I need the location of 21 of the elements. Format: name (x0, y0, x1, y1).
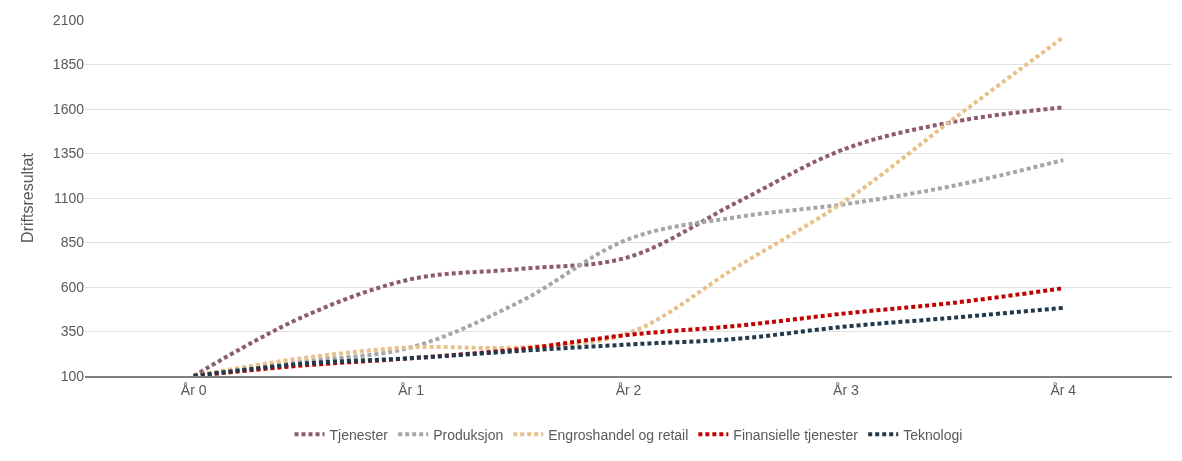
x-tick-label: År 0 (180, 381, 207, 398)
x-tick-label: År 1 (398, 381, 425, 398)
y-tick-label: 1350 (52, 145, 85, 162)
y-tick-label: 2100 (52, 11, 85, 28)
y-tick-label: 1100 (53, 189, 85, 206)
x-tick-label: År 3 (833, 381, 859, 398)
legend-label: Finansielle tjenester (733, 426, 859, 443)
y-tick-label: 1600 (52, 100, 85, 117)
legend-label: Teknologi (903, 426, 963, 443)
legend-label: Tjenester (329, 426, 389, 443)
x-tick-label: År 4 (1050, 381, 1077, 398)
y-tick-label: 600 (60, 278, 85, 295)
y-tick-label: 1850 (52, 56, 85, 73)
legend-label: Engroshandel og retail (548, 426, 689, 443)
legend-label: Produksjon (433, 426, 504, 443)
y-axis-title: Driftsresultat (18, 152, 36, 243)
y-tick-label: 850 (60, 234, 85, 251)
x-tick-label: År 2 (615, 381, 642, 398)
line-series (191, 305, 1066, 376)
y-tick-label: 100 (60, 367, 85, 384)
y-tick-label: 350 (60, 323, 85, 340)
